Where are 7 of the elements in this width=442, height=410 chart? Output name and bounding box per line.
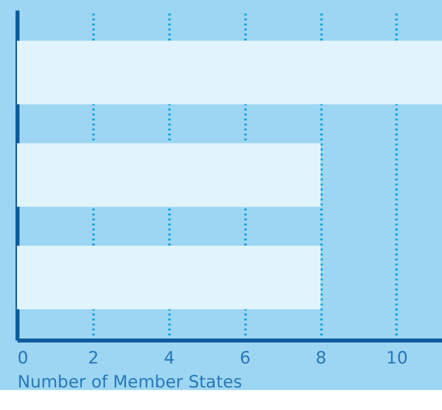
x-axis-title: Number of Member States bbox=[18, 372, 242, 392]
x-tick-label: 2 bbox=[88, 348, 99, 368]
x-tick-label: 10 bbox=[386, 348, 408, 368]
x-tick-label: 6 bbox=[240, 348, 251, 368]
x-tick-label: 8 bbox=[316, 348, 326, 368]
x-tick-label: 4 bbox=[164, 348, 175, 368]
x-tick-label: 0 bbox=[18, 348, 28, 368]
